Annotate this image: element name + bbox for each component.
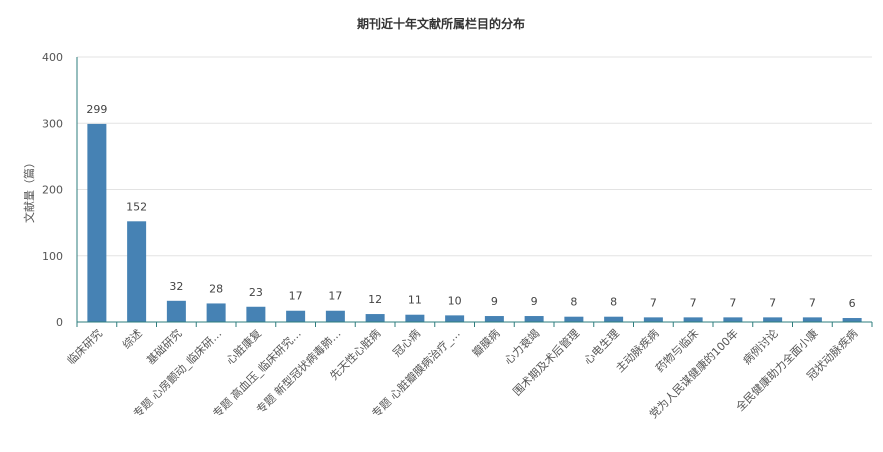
bar bbox=[127, 221, 147, 322]
bar bbox=[604, 316, 624, 322]
data-label: 32 bbox=[169, 280, 183, 293]
chart-title: 期刊近十年文献所属栏目的分布 bbox=[357, 16, 525, 31]
data-label: 7 bbox=[650, 296, 657, 309]
bar bbox=[683, 317, 703, 322]
data-label: 9 bbox=[531, 295, 538, 308]
data-label: 11 bbox=[408, 294, 422, 307]
bar bbox=[405, 314, 425, 322]
bar bbox=[206, 303, 226, 322]
bar bbox=[325, 310, 345, 322]
data-label: 7 bbox=[729, 296, 736, 309]
data-label: 17 bbox=[328, 290, 342, 303]
category-label: 病例讨论 bbox=[740, 326, 781, 367]
axes bbox=[76, 57, 873, 327]
bar bbox=[286, 310, 306, 322]
data-label: 6 bbox=[849, 297, 856, 310]
category-label: 围术期及术后管理 bbox=[510, 326, 582, 398]
bar bbox=[484, 316, 504, 322]
bar bbox=[365, 314, 385, 322]
data-label: 152 bbox=[126, 200, 147, 213]
bar bbox=[763, 317, 783, 322]
data-labels: 299 152 32 28 23 17 17 12 11 10 9 9 8 8 7 7 7 7 7 6 bbox=[86, 103, 855, 310]
y-tick-label: 100 bbox=[42, 250, 63, 263]
bar bbox=[723, 317, 743, 322]
data-label: 8 bbox=[610, 296, 617, 309]
data-label: 7 bbox=[769, 296, 776, 309]
y-axis-ticks: 0 100 200 300 400 bbox=[42, 51, 63, 329]
bar bbox=[246, 306, 266, 322]
data-label: 10 bbox=[448, 294, 462, 307]
grid-lines bbox=[77, 56, 872, 257]
bar bbox=[842, 318, 862, 322]
category-label: 临床研究 bbox=[64, 326, 105, 367]
data-label: 299 bbox=[86, 103, 107, 116]
data-label: 7 bbox=[809, 296, 816, 309]
data-label: 17 bbox=[289, 290, 303, 303]
category-label: 心脏康复 bbox=[223, 326, 264, 367]
y-tick-label: 300 bbox=[42, 117, 63, 130]
bar bbox=[524, 316, 544, 322]
category-label: 心电生理 bbox=[581, 326, 622, 367]
data-label: 12 bbox=[368, 293, 382, 306]
y-tick-label: 400 bbox=[42, 51, 63, 64]
data-label: 9 bbox=[491, 295, 498, 308]
data-label: 28 bbox=[209, 282, 223, 295]
y-tick-label: 200 bbox=[42, 184, 63, 197]
category-label: 瓣膜病 bbox=[469, 326, 502, 359]
y-tick-label: 0 bbox=[56, 316, 63, 329]
category-label: 心力衰竭 bbox=[501, 326, 542, 367]
category-label: 基础研究 bbox=[143, 326, 184, 367]
y-axis-label: 文献量（篇） bbox=[22, 157, 36, 223]
category-label: 冠心病 bbox=[390, 326, 423, 359]
data-label: 7 bbox=[690, 296, 697, 309]
bars bbox=[87, 123, 862, 322]
bar bbox=[643, 317, 663, 322]
bar bbox=[445, 315, 465, 322]
bar bbox=[564, 316, 584, 322]
bar bbox=[166, 300, 186, 322]
bar bbox=[802, 317, 822, 322]
category-label: 综述 bbox=[119, 326, 144, 351]
data-label: 8 bbox=[570, 296, 577, 309]
data-label: 23 bbox=[249, 286, 263, 299]
bar bbox=[87, 123, 107, 322]
